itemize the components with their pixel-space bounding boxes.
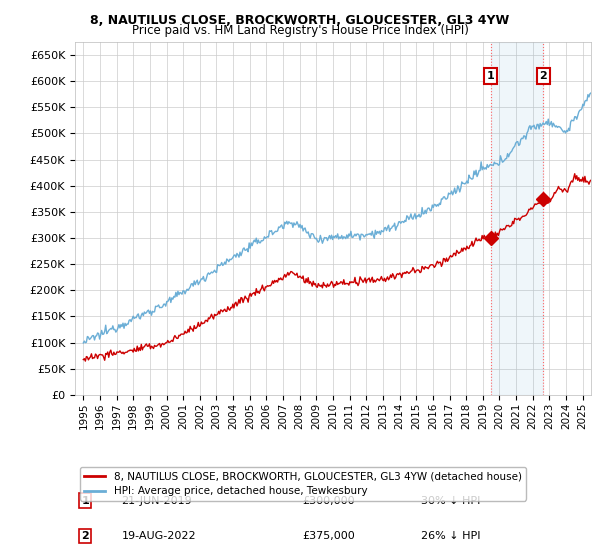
Text: £375,000: £375,000 — [302, 531, 355, 541]
Text: 30% ↓ HPI: 30% ↓ HPI — [421, 496, 480, 506]
Text: Price paid vs. HM Land Registry's House Price Index (HPI): Price paid vs. HM Land Registry's House … — [131, 24, 469, 37]
Bar — [491, 42, 543, 395]
Text: 2: 2 — [539, 71, 547, 81]
Text: 1: 1 — [82, 496, 89, 506]
Text: 8, NAUTILUS CLOSE, BROCKWORTH, GLOUCESTER, GL3 4YW: 8, NAUTILUS CLOSE, BROCKWORTH, GLOUCESTE… — [91, 14, 509, 27]
Text: 1: 1 — [487, 71, 494, 81]
Text: £300,000: £300,000 — [302, 496, 355, 506]
Text: 2: 2 — [82, 531, 89, 541]
Text: 26% ↓ HPI: 26% ↓ HPI — [421, 531, 480, 541]
Legend: 8, NAUTILUS CLOSE, BROCKWORTH, GLOUCESTER, GL3 4YW (detached house), HPI: Averag: 8, NAUTILUS CLOSE, BROCKWORTH, GLOUCESTE… — [80, 467, 526, 501]
Text: 21-JUN-2019: 21-JUN-2019 — [121, 496, 192, 506]
Text: 19-AUG-2022: 19-AUG-2022 — [121, 531, 196, 541]
